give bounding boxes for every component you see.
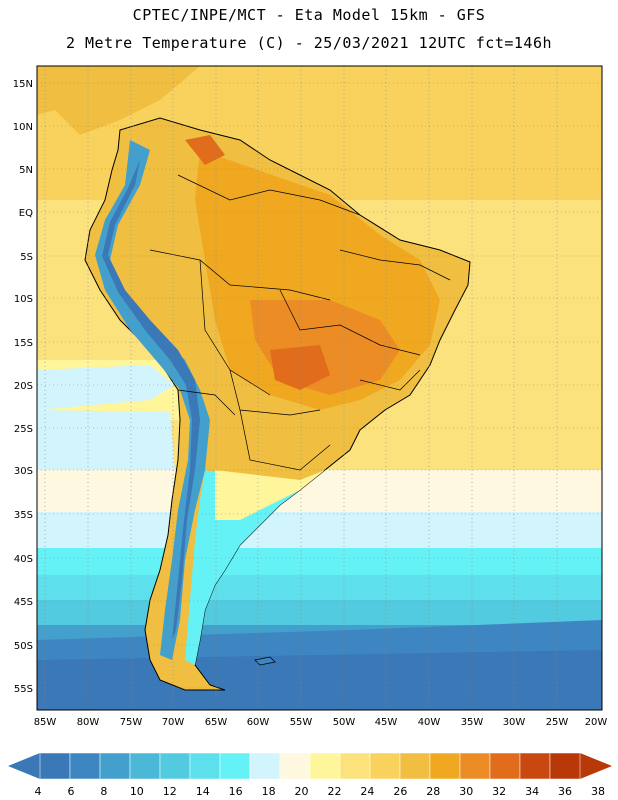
lon-label: 30W (503, 717, 526, 728)
longitude-labels: 85W 80W 75W 70W 65W 60W 55W 50W 45W 40W … (34, 717, 608, 728)
lat-label: 20S (14, 381, 33, 392)
lat-label: 5N (19, 165, 33, 176)
colorbar-segment (369, 752, 401, 780)
colorbar-label: 4 (35, 785, 42, 798)
colorbar-segment (39, 752, 71, 780)
colorbar-label: 16 (229, 785, 243, 798)
colorbar-segment (129, 752, 161, 780)
colorbar-segment (459, 752, 491, 780)
cold-band-4 (37, 650, 602, 710)
colorbar-label: 6 (67, 785, 74, 798)
map-title-line-2: 2 Metre Temperature (C) - 25/03/2021 12U… (65, 34, 553, 52)
colorbar-label: 12 (163, 785, 177, 798)
colorbar-segment (309, 752, 341, 780)
lat-label: 50S (14, 641, 33, 652)
lon-label: 70W (162, 717, 185, 728)
lon-label: 85W (34, 717, 57, 728)
colorbar-label: 14 (196, 785, 210, 798)
colorbar-segment (339, 752, 371, 780)
falkland-islands (254, 656, 276, 666)
colorbar-label: 8 (100, 785, 107, 798)
lat-label: 30S (14, 466, 33, 477)
colorbar-segment (399, 752, 431, 780)
colorbar-segment (189, 752, 221, 780)
lat-lon-grid (37, 66, 602, 710)
colorbar-label: 38 (591, 785, 605, 798)
pacific-cool-band (37, 365, 175, 410)
cool-band-18 (37, 512, 602, 548)
colorbar-segment (279, 752, 311, 780)
colorbar-segment (219, 752, 251, 780)
colorbar-label: 18 (262, 785, 276, 798)
colorbar-segment (549, 752, 581, 780)
lon-label: 35W (461, 717, 484, 728)
map-frame (36, 65, 603, 711)
lat-label: 5S (20, 252, 33, 263)
lat-label: 25S (14, 424, 33, 435)
lon-label: 65W (205, 717, 228, 728)
lon-label: 75W (120, 717, 143, 728)
country-borders (149, 174, 451, 471)
pacific-cool-band-2 (37, 410, 175, 475)
mid-lat-band (37, 470, 602, 512)
colorbar-segment (489, 752, 521, 780)
lon-label: 45W (375, 717, 398, 728)
lon-label: 50W (333, 717, 356, 728)
lon-label: 55W (290, 717, 313, 728)
colorbar-label: 36 (558, 785, 572, 798)
colorbar-label: 10 (130, 785, 144, 798)
latitude-labels: 15N 10N 5N EQ 5S 10S 15S 20S 25S 30S 35S… (13, 79, 33, 695)
lon-label: 60W (247, 717, 270, 728)
colorbar-label: 20 (295, 785, 309, 798)
lat-label: 55S (14, 684, 33, 695)
colorbar-low-arrow (8, 753, 40, 779)
colorbar-segment (159, 752, 191, 780)
lat-label: 45S (14, 597, 33, 608)
pampas-mild-region (215, 470, 325, 520)
lon-label: 20W (585, 717, 608, 728)
andes-cold-ridge (95, 140, 210, 660)
colorbar-label: 22 (327, 785, 341, 798)
lat-label: 35S (14, 510, 33, 521)
lat-label: 15S (14, 338, 33, 349)
lat-label: 10N (13, 122, 33, 133)
colorbar-segment (519, 752, 551, 780)
colorbar-label: 32 (492, 785, 506, 798)
lat-label: 40S (14, 554, 33, 565)
lat-label: 15N (13, 79, 33, 90)
lon-label: 25W (546, 717, 569, 728)
color-scale-bar: 4 6 8 10 12 14 16 18 20 22 24 26 28 30 32 34 36 38 (8, 752, 612, 798)
venezuela-hot-spot (185, 135, 225, 165)
colorbar-label: 30 (459, 785, 473, 798)
pantanal-hottest-region (270, 345, 330, 390)
lat-label: 10S (14, 294, 33, 305)
colorbar-segment (249, 752, 281, 780)
colorbar-high-arrow (580, 753, 612, 779)
colorbar-segment (99, 752, 131, 780)
map-title-line-1: CPTEC/INPE/MCT - Eta Model 15km - GFS (132, 6, 486, 24)
lon-label: 40W (418, 717, 441, 728)
patagonia-cool-region (185, 470, 300, 665)
lat-label: EQ (19, 208, 33, 219)
cool-band-14 (37, 575, 602, 600)
lon-label: 80W (77, 717, 100, 728)
colorbar-segment (69, 752, 101, 780)
map-field (37, 66, 602, 710)
cool-band-16 (37, 548, 602, 575)
colorbar-segment (429, 752, 461, 780)
colorbar-label: 26 (393, 785, 407, 798)
colorbar-label: 34 (525, 785, 539, 798)
colorbar-label: 24 (360, 785, 374, 798)
colorbar-label: 28 (426, 785, 440, 798)
cool-band-12 (37, 600, 602, 625)
